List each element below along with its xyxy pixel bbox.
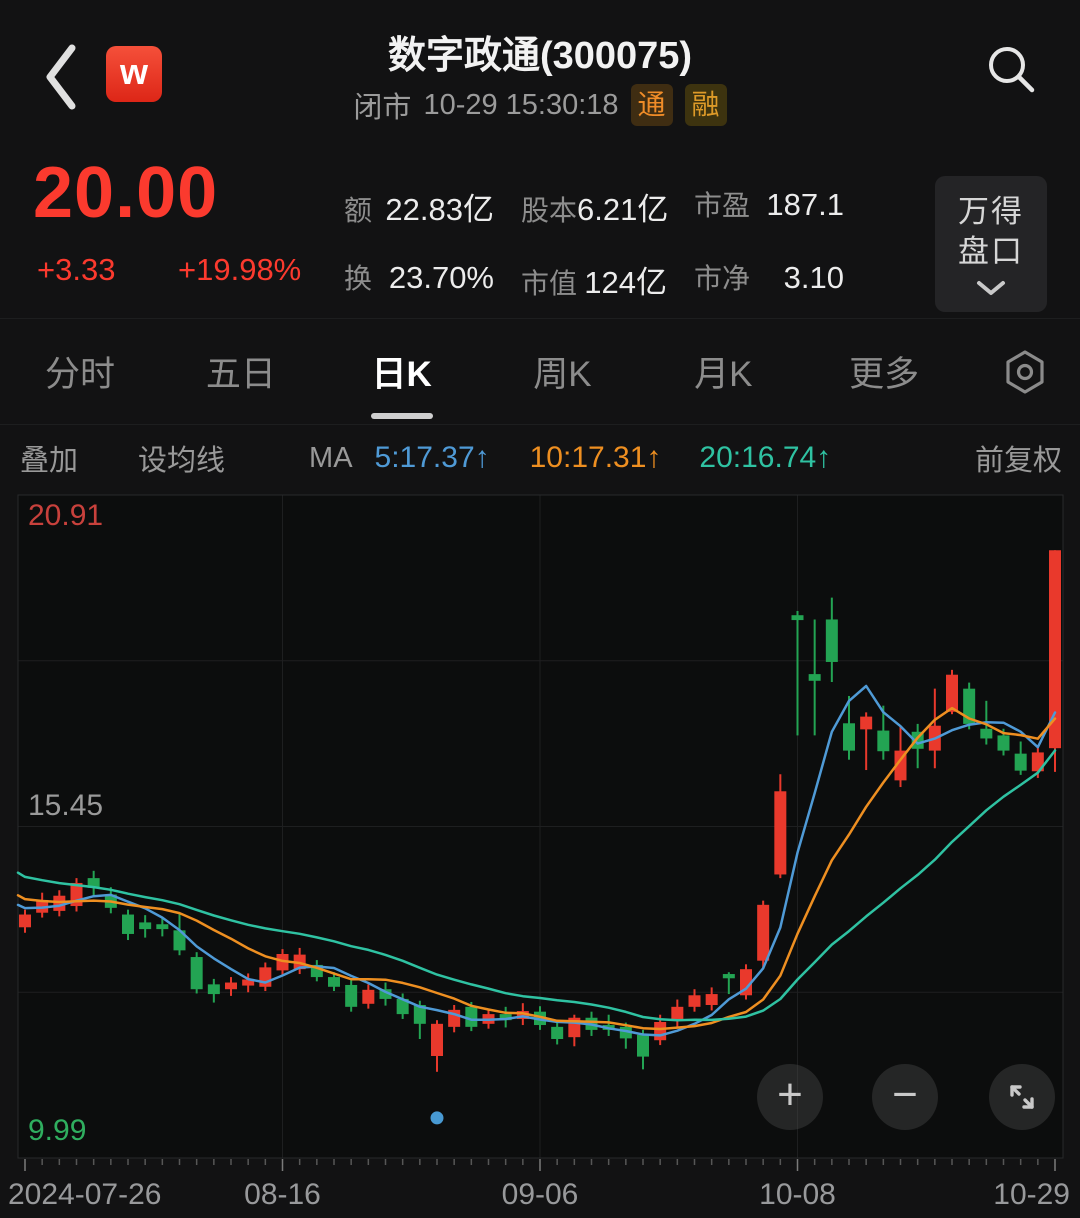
tab-minute[interactable]: 分时 — [44, 355, 115, 394]
wind-orderbook-label-line2: 盘口 — [958, 234, 1024, 269]
quote-stats: 额 22.83亿 股本 6.21亿 市盈 187.1 换 23.70% 市值 1… — [344, 184, 844, 300]
settings-icon — [1006, 349, 1044, 394]
chart-settings-button[interactable] — [1000, 319, 1050, 424]
search-button[interactable] — [980, 38, 1042, 100]
date-label-10-29: 10-29 — [993, 1178, 1070, 1211]
wind-orderbook-button[interactable]: 万得 盘口 — [935, 176, 1047, 312]
zoom-in-button[interactable]: + — [757, 1064, 823, 1130]
market-status: 闭市 — [353, 92, 412, 124]
date-label-08-16: 08-16 — [244, 1178, 321, 1211]
overlay-button[interactable]: 叠加 — [20, 445, 79, 477]
expand-icon — [1010, 1085, 1034, 1109]
price-label-mid: 15.45 — [28, 788, 104, 822]
wind-logo: w — [106, 46, 162, 102]
price-change: +3.33 — [37, 252, 116, 287]
event-dot[interactable] — [430, 1111, 444, 1125]
chart-period-tabs: 分时 五日 日K 周K 月K 更多 — [0, 318, 1080, 425]
page-title: 数字政通(300075) — [387, 35, 693, 77]
stat-share-capital: 股本 6.21亿 — [521, 192, 669, 227]
kline-chart-area: 20.91 15.45 9.99 2024-07-26 08-16 09-06 10-08… — [0, 490, 1080, 1218]
fullscreen-button[interactable] — [989, 1064, 1055, 1130]
adjust-mode-button[interactable]: 前复权 — [974, 445, 1062, 477]
kline-chart-canvas[interactable] — [0, 490, 1080, 1218]
date-label-10-08: 10-08 — [759, 1178, 836, 1211]
tab-daily-k[interactable]: 日K — [357, 319, 447, 424]
search-icon — [989, 47, 1035, 93]
ma10-line — [16, 706, 1057, 1031]
badge-tong[interactable]: 通 — [630, 84, 673, 126]
ma20-value: 20:16.74↑ — [699, 441, 832, 474]
wind-orderbook-label-line1: 万得 — [958, 194, 1024, 229]
ma5-line — [16, 684, 1057, 1037]
price-label-bottom: 9.99 — [28, 1114, 87, 1147]
ma5-value: 5:17.37↑ — [374, 441, 490, 474]
price-label-top: 20.91 — [28, 499, 104, 532]
chevron-down-icon — [977, 281, 1005, 295]
badge-rong[interactable]: 融 — [684, 84, 727, 126]
quote-timestamp: 10-29 15:30:18 — [423, 88, 619, 121]
market-status-row: 闭市 10-29 15:30:18 通 融 — [0, 84, 1080, 126]
back-button[interactable] — [40, 40, 86, 114]
stat-pb: 市净 3.10 — [694, 260, 844, 295]
x-axis-ticks — [24, 1159, 1056, 1171]
tab-more[interactable]: 更多 — [849, 355, 920, 394]
zoom-out-button[interactable]: − — [872, 1064, 938, 1130]
plot-border — [17, 494, 1064, 1159]
active-tab-underline — [370, 413, 433, 419]
back-chevron-icon — [46, 44, 76, 110]
wind-logo-letter: w — [119, 51, 148, 92]
stat-amount: 额 22.83亿 — [344, 192, 494, 227]
date-label-09-06: 09-06 — [501, 1178, 579, 1211]
set-ma-button[interactable]: 设均线 — [138, 445, 226, 477]
date-label-2024-07-26: 2024-07-26 — [8, 1178, 162, 1211]
ma10-value: 10:17.31↑ — [529, 441, 662, 474]
stat-pe: 市盈 187.1 — [694, 187, 844, 222]
ma-label: MA — [309, 441, 353, 474]
tab-weekly-k[interactable]: 周K — [533, 355, 592, 394]
price-change-pct: +19.98% — [178, 252, 302, 287]
tab-monthly-k[interactable]: 月K — [694, 355, 753, 394]
grid-lines — [18, 495, 1063, 1158]
last-price: 20.00 — [33, 153, 219, 233]
stat-turnover: 换 23.70% — [344, 260, 494, 295]
ma-toolbar: 叠加 设均线 MA 5:17.37↑ 10:17.31↑ 20:16.74↑ 前… — [0, 426, 1080, 490]
ma20-line — [16, 749, 1057, 1022]
stat-market-cap: 市值 124亿 — [521, 265, 667, 300]
tab-five-day[interactable]: 五日 — [205, 355, 276, 394]
